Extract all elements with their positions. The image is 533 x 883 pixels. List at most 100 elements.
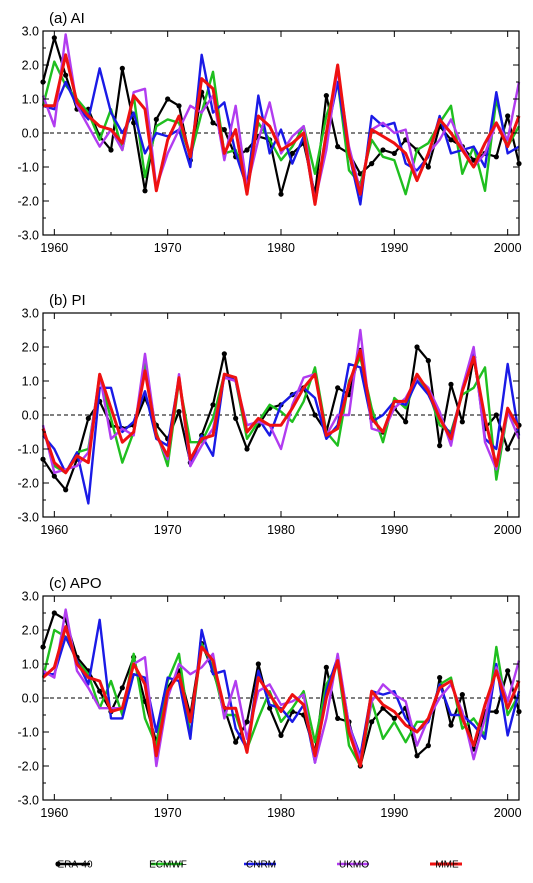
legend-item-era40: ERA-40 [55, 860, 93, 871]
era40-data-point [369, 161, 375, 167]
y-tick-label: 2.0 [22, 59, 39, 73]
legend-label: UKMO [339, 860, 369, 871]
era40-data-point [233, 739, 239, 745]
y-tick-label: -2.0 [17, 760, 39, 774]
legend-label: ECMWF [149, 860, 187, 871]
y-tick-label: -2.0 [17, 195, 39, 209]
legend-label: MME [435, 860, 459, 871]
era40-data-point [221, 127, 227, 133]
era40-data-point [425, 358, 431, 364]
x-tick-label: 1960 [40, 806, 68, 820]
era40-data-point [255, 661, 261, 667]
era40-data-point [165, 96, 171, 102]
series-line-ukmo [41, 33, 521, 203]
y-tick-label: 2.0 [22, 624, 39, 638]
era40-data-point [505, 113, 511, 119]
era40-data-point [505, 446, 511, 452]
era40-data-point [493, 709, 499, 715]
legend-label: ERA-40 [57, 860, 92, 871]
era40-data-point [63, 72, 69, 78]
era40-data-point [289, 150, 295, 156]
y-tick-label: 3.0 [22, 590, 39, 604]
x-tick-label: 1990 [380, 241, 408, 255]
panel-title: (c) APO [49, 575, 102, 592]
y-tick-label: 1.0 [22, 658, 39, 672]
era40-data-point [244, 446, 250, 452]
era40-data-point [391, 715, 397, 722]
y-tick-label: -1.0 [17, 443, 39, 457]
era40-data-point [459, 692, 465, 698]
era40-data-point [335, 715, 341, 722]
series-line-ecmwf [41, 356, 520, 481]
y-tick-label: -3.0 [17, 229, 39, 243]
era40-data-point [335, 144, 341, 150]
era40-data-point [278, 191, 284, 197]
y-tick-label: -1.0 [17, 161, 39, 175]
y-tick-label: 0.0 [22, 409, 39, 423]
era40-data-point [108, 147, 114, 153]
era40-data-point [97, 688, 103, 694]
era40-data-point [51, 610, 57, 616]
era40-data-point [459, 419, 465, 425]
era40-data-point [153, 116, 159, 122]
era40-data-point [63, 487, 69, 493]
x-tick-label: 1980 [267, 806, 295, 820]
era40-data-point [403, 419, 409, 425]
x-tick-label: 1980 [267, 241, 295, 255]
era40-data-point [267, 705, 273, 711]
era40-data-point [437, 443, 443, 449]
era40-data-point [493, 412, 499, 418]
era40-data-point [448, 137, 454, 143]
series-line-cnrm [43, 618, 521, 764]
era40-data-point [119, 685, 125, 691]
era40-data-point [51, 473, 57, 479]
x-tick-label: 1970 [154, 523, 182, 537]
y-tick-label: 1.0 [22, 93, 39, 107]
legend-item-cnrm: CNRM [244, 860, 276, 871]
era40-data-point [233, 415, 239, 421]
legend-item-ecmwf: ECMWF [149, 860, 187, 871]
era40-data-point [176, 409, 182, 415]
panel-title: (b) PI [49, 292, 86, 309]
y-tick-label: 3.0 [22, 25, 39, 39]
era40-data-point [51, 35, 57, 41]
series-line-mme [41, 625, 521, 768]
era40-data-point [380, 147, 386, 153]
x-tick-label: 2000 [494, 806, 522, 820]
era40-data-point [448, 722, 454, 728]
legend-item-mme: MME [430, 860, 462, 871]
era40-data-point [210, 402, 216, 408]
era40-data-point [119, 65, 125, 71]
era40-data-point [176, 103, 182, 109]
y-tick-label: 1.0 [22, 375, 39, 389]
x-tick-label: 2000 [494, 523, 522, 537]
x-tick-label: 1970 [154, 806, 182, 820]
era40-data-point [335, 385, 341, 391]
era40-data-point [493, 154, 499, 160]
era40-data-point [369, 719, 375, 725]
x-tick-label: 2000 [494, 241, 522, 255]
y-tick-label: 3.0 [22, 307, 39, 321]
y-tick-label: -1.0 [17, 726, 39, 740]
y-tick-label: 2.0 [22, 341, 39, 355]
era40-data-point [391, 150, 397, 156]
era40-data-point [142, 188, 148, 194]
era40-data-point [437, 675, 443, 681]
era40-data-point [278, 732, 284, 739]
era40-data-point [425, 164, 431, 170]
legend-label: CNRM [246, 860, 276, 871]
series-line-mme [41, 348, 521, 475]
era40-data-point [244, 147, 250, 153]
x-tick-label: 1980 [267, 523, 295, 537]
legend-item-ukmo: UKMO [337, 860, 369, 871]
era40-data-point [210, 120, 216, 126]
series-line-cnrm [42, 53, 520, 206]
y-tick-label: 0.0 [22, 692, 39, 706]
x-tick-label: 1990 [380, 806, 408, 820]
y-tick-label: 0.0 [22, 127, 39, 141]
